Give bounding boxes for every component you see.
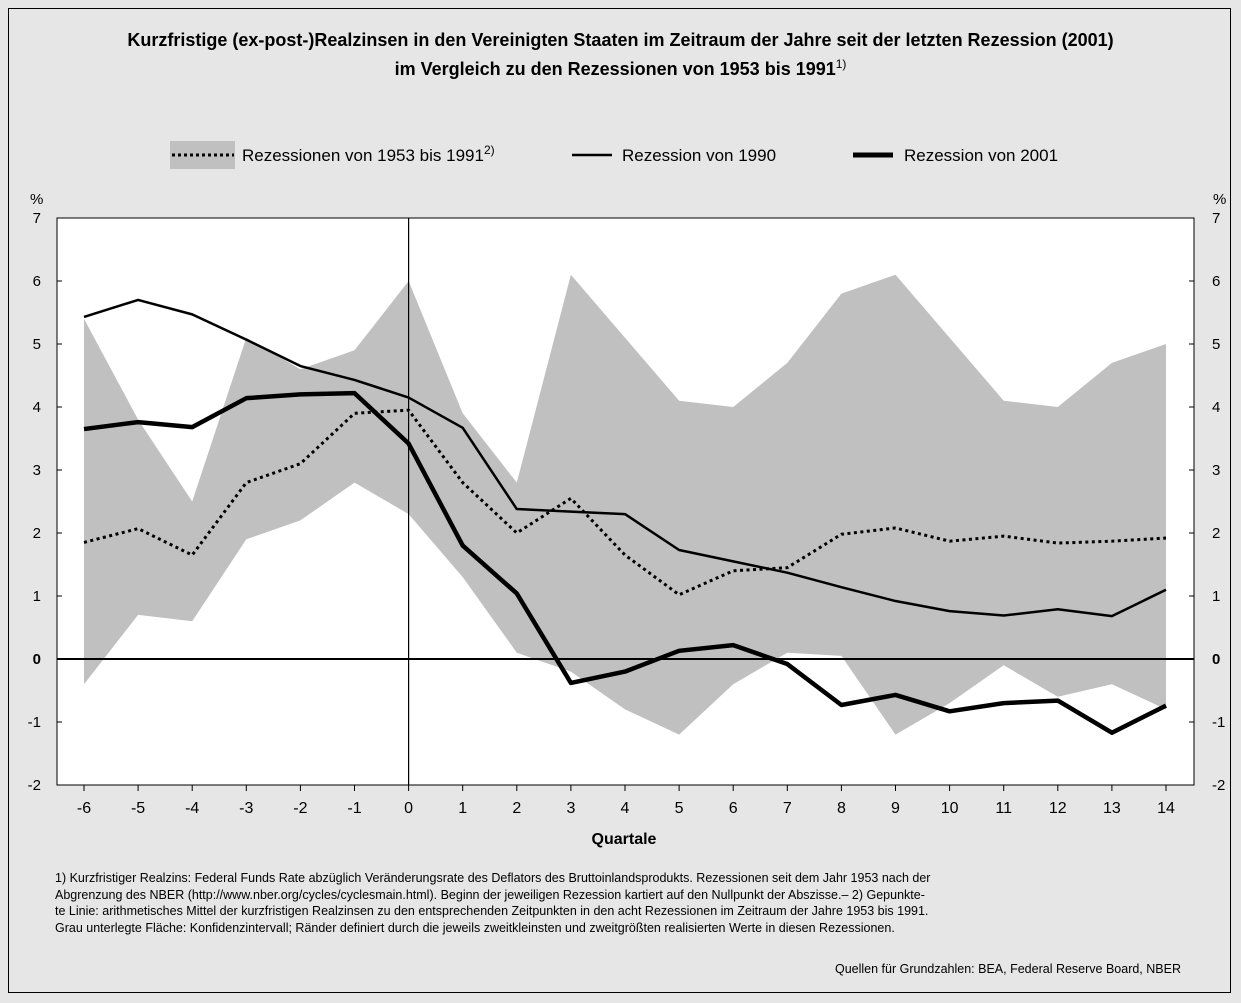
y-axis-right: -2 -1 0 1 2 3 4 5 6 7 xyxy=(1189,210,1225,794)
y-tick-label-right: 0 xyxy=(1212,651,1220,668)
y-tick-label-right: -1 xyxy=(1212,714,1225,731)
x-axis: -6 -5 -4 -3 -2 -1 0 1 2 3 4 5 6 7 8 9 10 11 12 13 14 xyxy=(77,785,1175,817)
x-tick-label: 4 xyxy=(621,800,630,817)
y-axis-left: -2 -1 0 1 2 3 4 5 6 7 xyxy=(28,210,62,794)
x-tick-label: -5 xyxy=(131,800,145,817)
x-tick-label: -4 xyxy=(185,800,199,817)
legend-label-1990: Rezession von 1990 xyxy=(622,146,776,165)
x-tick-label: 2 xyxy=(512,800,521,817)
y-axis-right-unit: % xyxy=(1213,191,1226,208)
x-tick-label: 6 xyxy=(729,800,738,817)
reference-lines xyxy=(57,218,1194,785)
y-tick-label-left: 5 xyxy=(33,336,41,353)
y-tick-label-right: 3 xyxy=(1212,462,1220,479)
legend: Rezessionen von 1953 bis 19912) Rezessio… xyxy=(170,141,1058,169)
footnote-line-4: Grau unterlegte Fläche: Konfidenzinterva… xyxy=(55,920,895,935)
legend-label-2001: Rezession von 2001 xyxy=(904,146,1058,165)
footnote-line-2: Abgrenzung des NBER (http://www.nber.org… xyxy=(55,887,925,902)
y-tick-label-left: 0 xyxy=(33,651,41,668)
y-tick-label-left: -2 xyxy=(28,777,41,794)
y-tick-label-right: -2 xyxy=(1212,777,1225,794)
y-tick-label-right: 6 xyxy=(1212,273,1220,290)
x-axis-title: Quartale xyxy=(592,831,657,848)
x-tick-label: 14 xyxy=(1157,800,1175,817)
y-tick-label-left: -1 xyxy=(28,714,41,731)
confidence-band xyxy=(84,274,1166,735)
x-tick-label: 10 xyxy=(941,800,959,817)
y-axis-left-unit: % xyxy=(30,191,43,208)
title-line-1: Kurzfristige (ex-post-)Realzinsen in den… xyxy=(127,30,1114,50)
title-footnote-ref: 1) xyxy=(835,57,847,71)
source-note: Quellen für Grundzahlen: BEA, Federal Re… xyxy=(834,962,1181,976)
chart-title: Kurzfristige (ex-post-)Realzinsen in den… xyxy=(0,28,1241,81)
x-tick-label: 11 xyxy=(995,800,1012,817)
y-tick-label-left: 2 xyxy=(33,525,41,542)
x-tick-label: 3 xyxy=(566,800,575,817)
series-line-2001 xyxy=(83,390,1168,735)
x-tick-label: 12 xyxy=(1049,800,1067,817)
title-line-2-text: im Vergleich zu den Rezessionen von 1953… xyxy=(394,59,836,79)
x-tick-label: -3 xyxy=(239,800,253,817)
x-tick-label: -2 xyxy=(293,800,307,817)
x-tick-label: 1 xyxy=(458,800,467,817)
y-tick-label-left: 4 xyxy=(33,399,41,416)
x-tick-label: 7 xyxy=(783,800,792,817)
confidence-band-layer xyxy=(84,274,1166,735)
x-tick-label: 13 xyxy=(1103,800,1121,817)
x-tick-label: 5 xyxy=(675,800,684,817)
footnote-line-3: te Linie: arithmetisches Mittel der kurz… xyxy=(55,904,929,918)
x-tick-label: 0 xyxy=(404,800,413,817)
series-line-1990 xyxy=(83,298,1167,618)
series-layer xyxy=(83,298,1168,735)
footnote: 1) Kurzfristiger Realzins: Federal Funds… xyxy=(55,870,1195,936)
x-tick-label: 9 xyxy=(891,800,900,817)
legend-label-footnote-ref: 2) xyxy=(484,143,495,157)
footnote-line-1: 1) Kurzfristiger Realzins: Federal Funds… xyxy=(55,871,931,885)
title-line-2: im Vergleich zu den Rezessionen von 1953… xyxy=(0,52,1241,81)
y-tick-label-right: 2 xyxy=(1212,525,1220,542)
legend-label-1953-1991: Rezessionen von 1953 bis 19912) xyxy=(242,143,495,165)
x-tick-label: -1 xyxy=(347,800,361,817)
y-tick-label-right: 1 xyxy=(1212,588,1220,605)
y-tick-label-right: 4 xyxy=(1212,399,1220,416)
y-tick-label-left: 6 xyxy=(33,273,41,290)
x-tick-label: -6 xyxy=(77,800,91,817)
y-tick-label-right: 7 xyxy=(1212,210,1220,227)
x-tick-label: 8 xyxy=(837,800,846,817)
y-tick-label-right: 5 xyxy=(1212,336,1220,353)
y-tick-label-left: 1 xyxy=(33,588,41,605)
y-tick-label-left: 3 xyxy=(33,462,41,479)
y-tick-label-left: 7 xyxy=(33,210,41,227)
